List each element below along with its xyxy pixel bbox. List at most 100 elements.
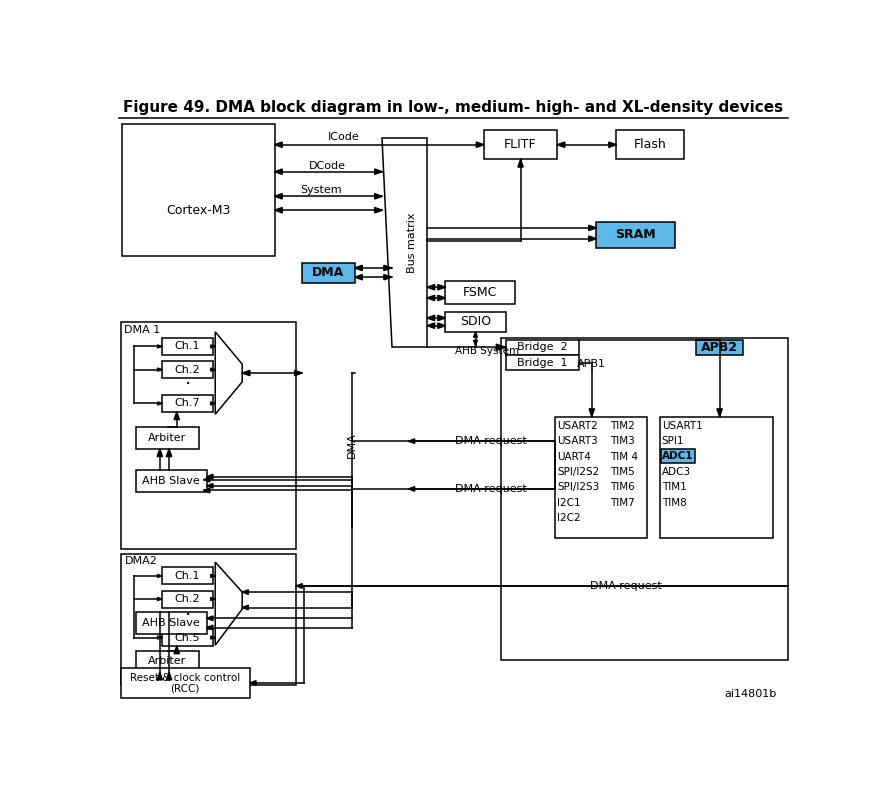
Polygon shape: [158, 597, 162, 600]
Bar: [120, 322, 296, 549]
Polygon shape: [158, 672, 163, 680]
Text: Reset & clock control: Reset & clock control: [130, 672, 241, 682]
Text: TIM 4: TIM 4: [611, 451, 638, 462]
Polygon shape: [158, 368, 162, 371]
Polygon shape: [211, 597, 215, 600]
Polygon shape: [438, 295, 445, 301]
Text: I2C2: I2C2: [558, 513, 581, 523]
Bar: [505, 355, 580, 370]
Text: SDIO: SDIO: [460, 316, 491, 328]
Polygon shape: [274, 193, 282, 199]
Polygon shape: [496, 344, 505, 350]
Polygon shape: [295, 370, 303, 376]
Text: UART4: UART4: [558, 451, 591, 462]
Polygon shape: [207, 484, 213, 488]
Polygon shape: [211, 345, 215, 348]
Polygon shape: [242, 590, 249, 594]
Text: Bridge  1: Bridge 1: [517, 357, 568, 368]
Polygon shape: [242, 605, 249, 610]
Bar: [555, 417, 647, 538]
Text: ai14801b: ai14801b: [724, 689, 776, 699]
Bar: [120, 554, 296, 685]
Bar: [445, 281, 515, 304]
Polygon shape: [476, 142, 484, 148]
Polygon shape: [374, 208, 382, 213]
Bar: [505, 339, 580, 355]
Polygon shape: [174, 412, 180, 420]
Polygon shape: [158, 636, 162, 639]
Text: System: System: [300, 185, 342, 195]
Text: ICode: ICode: [328, 132, 359, 142]
Polygon shape: [211, 636, 215, 639]
Text: I2C1: I2C1: [558, 498, 581, 508]
Polygon shape: [518, 159, 523, 167]
Text: Figure 49. DMA block diagram in low-, medium- high- and XL-density devices: Figure 49. DMA block diagram in low-, me…: [123, 100, 783, 115]
Bar: [162, 361, 213, 378]
Polygon shape: [242, 370, 250, 376]
Polygon shape: [215, 562, 242, 645]
Text: AHB Slave: AHB Slave: [142, 477, 200, 486]
Bar: [659, 417, 773, 538]
Text: Arbiter: Arbiter: [149, 433, 187, 443]
Bar: [661, 449, 695, 462]
Polygon shape: [374, 169, 382, 174]
Text: USART1: USART1: [662, 421, 703, 431]
Text: ADC1: ADC1: [662, 451, 694, 461]
Polygon shape: [158, 574, 162, 578]
Text: SPI/I2S2: SPI/I2S2: [558, 467, 599, 477]
Bar: [122, 124, 274, 256]
Polygon shape: [427, 295, 435, 301]
Text: .: .: [184, 368, 190, 387]
Polygon shape: [204, 477, 210, 482]
Polygon shape: [355, 275, 362, 280]
Polygon shape: [274, 208, 282, 213]
Bar: [136, 651, 199, 672]
Polygon shape: [250, 681, 256, 686]
Text: APB2: APB2: [701, 341, 738, 353]
Polygon shape: [438, 316, 445, 320]
Text: FSMC: FSMC: [463, 286, 497, 299]
Bar: [120, 667, 250, 698]
Polygon shape: [274, 142, 282, 148]
Polygon shape: [374, 193, 382, 199]
Text: .: .: [184, 600, 190, 619]
Text: Ch.1: Ch.1: [174, 342, 200, 351]
Polygon shape: [211, 574, 215, 578]
Text: Arbiter: Arbiter: [149, 656, 187, 667]
Bar: [445, 312, 505, 332]
Text: DMA request: DMA request: [590, 581, 662, 591]
Bar: [136, 470, 207, 492]
Polygon shape: [427, 316, 435, 320]
Polygon shape: [409, 439, 415, 443]
Bar: [136, 428, 199, 449]
Text: DMA2: DMA2: [125, 556, 158, 567]
Text: TIM7: TIM7: [611, 498, 635, 508]
Text: SPI/I2S3: SPI/I2S3: [558, 482, 599, 492]
Text: (RCC): (RCC): [171, 683, 200, 694]
Text: DCode: DCode: [308, 160, 345, 170]
Text: Bridge  2: Bridge 2: [517, 342, 568, 352]
Bar: [162, 395, 213, 412]
Polygon shape: [274, 169, 282, 174]
Text: SRAM: SRAM: [615, 228, 656, 241]
Polygon shape: [473, 340, 477, 346]
Polygon shape: [382, 138, 427, 347]
Text: Ch.2: Ch.2: [174, 594, 200, 604]
Text: USART2: USART2: [558, 421, 598, 431]
Polygon shape: [204, 488, 210, 493]
Polygon shape: [207, 474, 213, 479]
Polygon shape: [589, 225, 596, 230]
Bar: [484, 130, 558, 159]
Text: Ch.2: Ch.2: [174, 365, 200, 375]
Polygon shape: [174, 646, 180, 654]
Polygon shape: [589, 409, 595, 417]
Text: TIM3: TIM3: [611, 436, 635, 447]
Text: APB1: APB1: [577, 359, 606, 369]
Bar: [303, 263, 355, 282]
Bar: [696, 339, 743, 355]
Text: TIM6: TIM6: [611, 482, 635, 492]
Polygon shape: [717, 409, 722, 417]
Text: AHB System: AHB System: [456, 346, 519, 356]
Polygon shape: [427, 323, 435, 328]
Polygon shape: [355, 265, 362, 271]
